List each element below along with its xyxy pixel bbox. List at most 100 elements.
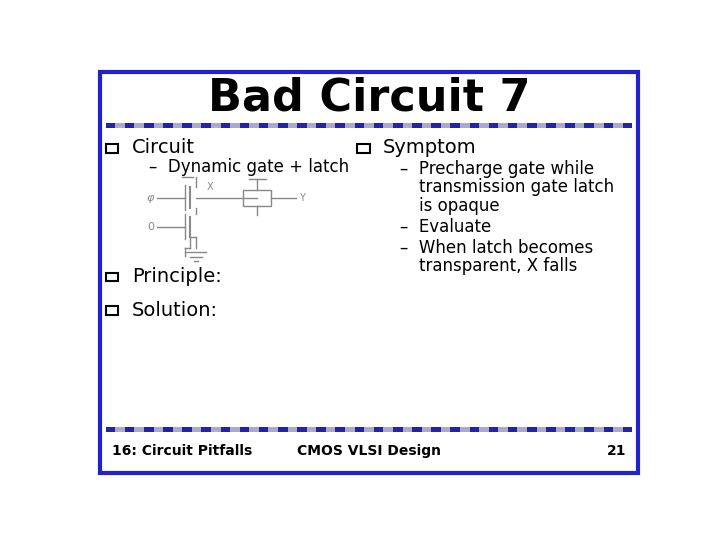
Bar <box>451 427 460 433</box>
Bar <box>498 427 508 433</box>
Bar <box>240 427 249 433</box>
Bar <box>153 123 163 128</box>
Text: CMOS VLSI Design: CMOS VLSI Design <box>297 444 441 458</box>
Bar <box>402 123 412 128</box>
Bar <box>249 427 259 433</box>
Bar <box>192 123 202 128</box>
Bar <box>269 427 278 433</box>
Bar <box>220 427 230 433</box>
Bar <box>412 123 422 128</box>
Bar <box>355 427 364 433</box>
Bar <box>431 427 441 433</box>
Bar <box>556 123 565 128</box>
Bar <box>441 123 451 128</box>
Bar <box>106 123 115 128</box>
Bar <box>297 123 307 128</box>
Bar <box>565 123 575 128</box>
Bar <box>536 123 546 128</box>
Bar <box>182 427 192 433</box>
Text: transmission gate latch: transmission gate latch <box>419 178 614 197</box>
Bar <box>623 123 632 128</box>
Bar <box>565 427 575 433</box>
Bar <box>336 123 345 128</box>
Bar <box>546 427 556 433</box>
Bar <box>402 427 412 433</box>
Bar <box>153 427 163 433</box>
Bar <box>316 123 326 128</box>
Bar <box>546 123 556 128</box>
Bar <box>460 427 469 433</box>
Bar <box>527 123 536 128</box>
Bar <box>575 123 585 128</box>
Bar <box>202 427 211 433</box>
Bar <box>182 123 192 128</box>
Bar <box>355 123 364 128</box>
Bar <box>469 427 479 433</box>
Bar <box>422 427 431 433</box>
Bar <box>556 427 565 433</box>
Bar <box>364 123 374 128</box>
Text: Y: Y <box>300 193 305 203</box>
Bar <box>220 123 230 128</box>
Bar <box>336 427 345 433</box>
Bar <box>106 307 119 315</box>
Bar <box>230 123 240 128</box>
Bar <box>106 144 119 152</box>
Bar <box>173 123 182 128</box>
Text: –  When latch becomes: – When latch becomes <box>400 239 593 256</box>
Bar <box>115 427 125 433</box>
Bar <box>393 427 402 433</box>
Text: –  Evaluate: – Evaluate <box>400 218 491 236</box>
Bar <box>144 427 153 433</box>
Text: Symptom: Symptom <box>383 138 477 158</box>
Bar <box>230 427 240 433</box>
Bar <box>345 123 355 128</box>
Bar <box>345 427 355 433</box>
Bar <box>527 427 536 433</box>
Bar <box>575 427 585 433</box>
Text: Bad Circuit 7: Bad Circuit 7 <box>208 77 530 119</box>
Bar <box>307 123 316 128</box>
Bar <box>594 427 603 433</box>
Bar <box>125 123 135 128</box>
Bar <box>278 123 287 128</box>
Bar <box>422 123 431 128</box>
Bar <box>357 144 369 152</box>
Bar <box>412 427 422 433</box>
Text: –  Precharge gate while: – Precharge gate while <box>400 160 594 178</box>
Bar <box>451 123 460 128</box>
Bar <box>173 427 182 433</box>
Bar <box>192 427 202 433</box>
Bar <box>585 123 594 128</box>
Bar <box>364 427 374 433</box>
Text: Circuit: Circuit <box>132 138 195 158</box>
Bar <box>594 123 603 128</box>
Bar <box>383 427 393 433</box>
Text: is opaque: is opaque <box>419 197 500 215</box>
Bar <box>479 123 489 128</box>
Text: –  Dynamic gate + latch: – Dynamic gate + latch <box>148 158 348 176</box>
Text: X: X <box>207 181 213 192</box>
Bar <box>518 123 527 128</box>
Bar <box>287 123 297 128</box>
Bar <box>211 427 220 433</box>
Text: Solution:: Solution: <box>132 301 218 320</box>
Bar <box>383 123 393 128</box>
Bar <box>613 123 623 128</box>
Bar <box>135 427 144 433</box>
Bar <box>135 123 144 128</box>
Bar <box>307 427 316 433</box>
Bar <box>259 123 269 128</box>
Bar <box>287 427 297 433</box>
Bar <box>603 427 613 433</box>
Bar <box>613 427 623 433</box>
Text: Principle:: Principle: <box>132 267 222 286</box>
Bar <box>202 123 211 128</box>
Text: 21: 21 <box>607 444 627 458</box>
Bar <box>163 123 173 128</box>
Bar <box>623 427 632 433</box>
Bar <box>115 123 125 128</box>
Bar <box>374 123 383 128</box>
Bar <box>489 123 498 128</box>
Bar <box>278 427 287 433</box>
